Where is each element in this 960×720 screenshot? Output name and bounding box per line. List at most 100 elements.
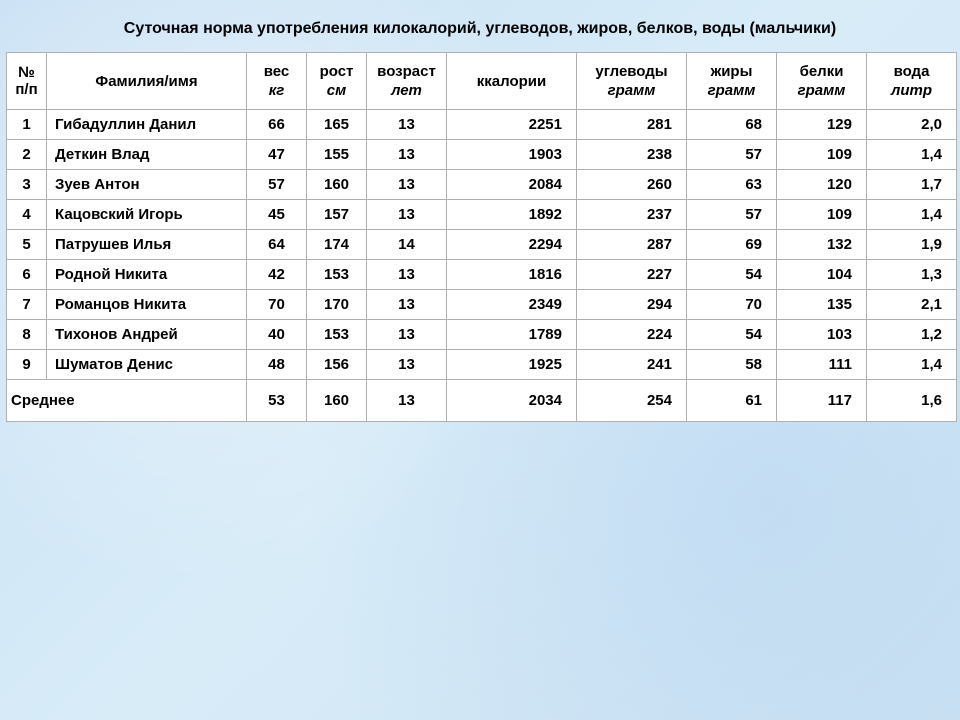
- footer-kcal: 2034: [447, 380, 577, 422]
- cell-age: 13: [367, 290, 447, 320]
- cell-height: 157: [307, 200, 367, 230]
- cell-water: 1,2: [867, 320, 957, 350]
- cell-name: Деткин Влад: [47, 140, 247, 170]
- cell-height: 153: [307, 260, 367, 290]
- cell-number: 5: [7, 230, 47, 260]
- footer-label: Среднее: [7, 380, 247, 422]
- cell-number: 6: [7, 260, 47, 290]
- nutrition-table: № п/п Фамилия/имя вескг ростсм возрастле…: [6, 52, 957, 422]
- cell-age: 13: [367, 110, 447, 140]
- cell-water: 1,3: [867, 260, 957, 290]
- cell-carbs: 238: [577, 140, 687, 170]
- col-carbs: углеводыграмм: [577, 53, 687, 110]
- col-fat: жирыграмм: [687, 53, 777, 110]
- cell-name: Тихонов Андрей: [47, 320, 247, 350]
- cell-kcal: 2251: [447, 110, 577, 140]
- cell-kcal: 1816: [447, 260, 577, 290]
- cell-carbs: 260: [577, 170, 687, 200]
- cell-age: 13: [367, 320, 447, 350]
- cell-weight: 40: [247, 320, 307, 350]
- cell-fat: 58: [687, 350, 777, 380]
- cell-fat: 54: [687, 260, 777, 290]
- cell-name: Кацовский Игорь: [47, 200, 247, 230]
- cell-water: 1,7: [867, 170, 957, 200]
- col-protein: белкиграмм: [777, 53, 867, 110]
- cell-height: 156: [307, 350, 367, 380]
- cell-carbs: 281: [577, 110, 687, 140]
- cell-name: Патрушев Илья: [47, 230, 247, 260]
- cell-fat: 63: [687, 170, 777, 200]
- cell-kcal: 2084: [447, 170, 577, 200]
- col-age: возрастлет: [367, 53, 447, 110]
- cell-name: Гибадуллин Данил: [47, 110, 247, 140]
- cell-number: 1: [7, 110, 47, 140]
- cell-fat: 69: [687, 230, 777, 260]
- cell-age: 13: [367, 260, 447, 290]
- cell-weight: 64: [247, 230, 307, 260]
- footer-row: Среднее 53 160 13 2034 254 61 117 1,6: [7, 380, 957, 422]
- cell-name: Зуев Антон: [47, 170, 247, 200]
- cell-fat: 57: [687, 140, 777, 170]
- cell-water: 1,4: [867, 140, 957, 170]
- cell-weight: 47: [247, 140, 307, 170]
- cell-water: 2,0: [867, 110, 957, 140]
- col-kcal: ккалории: [447, 53, 577, 110]
- cell-number: 8: [7, 320, 47, 350]
- cell-age: 13: [367, 170, 447, 200]
- cell-protein: 109: [777, 140, 867, 170]
- cell-kcal: 1925: [447, 350, 577, 380]
- cell-number: 7: [7, 290, 47, 320]
- cell-fat: 70: [687, 290, 777, 320]
- cell-age: 14: [367, 230, 447, 260]
- cell-fat: 68: [687, 110, 777, 140]
- cell-water: 1,9: [867, 230, 957, 260]
- footer-water: 1,6: [867, 380, 957, 422]
- cell-weight: 42: [247, 260, 307, 290]
- cell-protein: 135: [777, 290, 867, 320]
- footer-height: 160: [307, 380, 367, 422]
- cell-weight: 57: [247, 170, 307, 200]
- col-name: Фамилия/имя: [47, 53, 247, 110]
- cell-name: Романцов Никита: [47, 290, 247, 320]
- cell-carbs: 294: [577, 290, 687, 320]
- cell-height: 170: [307, 290, 367, 320]
- cell-kcal: 1789: [447, 320, 577, 350]
- cell-protein: 129: [777, 110, 867, 140]
- cell-name: Шуматов Денис: [47, 350, 247, 380]
- footer-protein: 117: [777, 380, 867, 422]
- cell-age: 13: [367, 200, 447, 230]
- cell-water: 1,4: [867, 350, 957, 380]
- cell-kcal: 2349: [447, 290, 577, 320]
- cell-carbs: 224: [577, 320, 687, 350]
- footer-carbs: 254: [577, 380, 687, 422]
- cell-number: 2: [7, 140, 47, 170]
- cell-height: 174: [307, 230, 367, 260]
- cell-number: 3: [7, 170, 47, 200]
- cell-carbs: 237: [577, 200, 687, 230]
- cell-weight: 66: [247, 110, 307, 140]
- cell-weight: 70: [247, 290, 307, 320]
- cell-height: 165: [307, 110, 367, 140]
- footer-weight: 53: [247, 380, 307, 422]
- col-height: ростсм: [307, 53, 367, 110]
- page-title: Суточная норма употребления килокалорий,…: [6, 20, 954, 38]
- cell-kcal: 2294: [447, 230, 577, 260]
- cell-number: 9: [7, 350, 47, 380]
- cell-protein: 132: [777, 230, 867, 260]
- footer-age: 13: [367, 380, 447, 422]
- cell-number: 4: [7, 200, 47, 230]
- header-row: № п/п Фамилия/имя вескг ростсм возрастле…: [7, 53, 957, 110]
- cell-age: 13: [367, 140, 447, 170]
- col-weight: вескг: [247, 53, 307, 110]
- cell-height: 153: [307, 320, 367, 350]
- col-water: водалитр: [867, 53, 957, 110]
- cell-kcal: 1903: [447, 140, 577, 170]
- cell-fat: 54: [687, 320, 777, 350]
- cell-protein: 103: [777, 320, 867, 350]
- cell-protein: 104: [777, 260, 867, 290]
- cell-weight: 48: [247, 350, 307, 380]
- cell-height: 155: [307, 140, 367, 170]
- cell-water: 2,1: [867, 290, 957, 320]
- cell-carbs: 241: [577, 350, 687, 380]
- footer-fat: 61: [687, 380, 777, 422]
